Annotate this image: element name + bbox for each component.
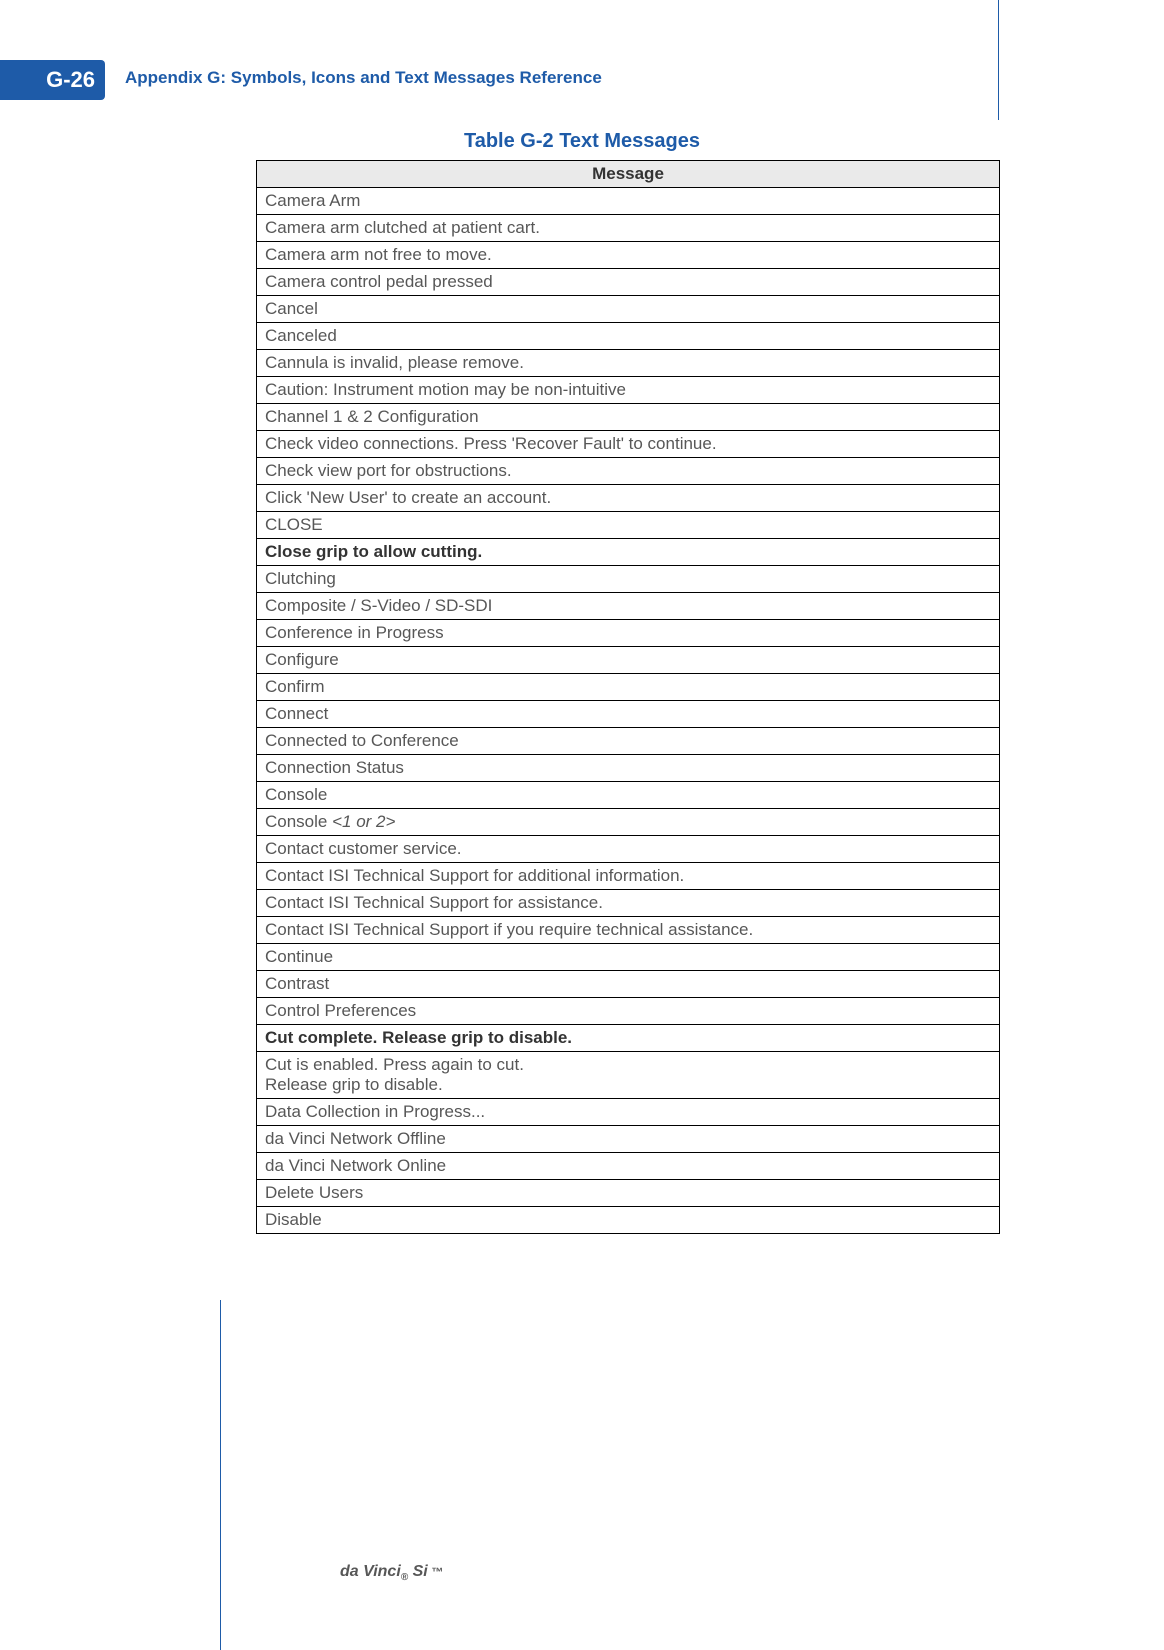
message-line: Cut is enabled. Press again to cut.	[265, 1055, 991, 1075]
message-cell: Cannula is invalid, please remove.	[257, 350, 1000, 377]
message-cell: Canceled	[257, 323, 1000, 350]
message-cell: Delete Users	[257, 1180, 1000, 1207]
message-cell: Console	[257, 782, 1000, 809]
table-row: Cancel	[257, 296, 1000, 323]
table-row: Connect	[257, 701, 1000, 728]
trademark-mark: ™	[428, 1565, 443, 1579]
table-row: Connection Status	[257, 755, 1000, 782]
table-row: Console <1 or 2>	[257, 809, 1000, 836]
table-row: da Vinci Network Online	[257, 1153, 1000, 1180]
table-row: Conference in Progress	[257, 620, 1000, 647]
footer-brand-model: Si	[408, 1563, 428, 1580]
message-cell: Configure	[257, 647, 1000, 674]
table-row: Camera Arm	[257, 188, 1000, 215]
table-row: da Vinci Network Offline	[257, 1126, 1000, 1153]
page-number-badge: G-26	[0, 60, 105, 100]
table-row: Contact ISI Technical Support for assist…	[257, 890, 1000, 917]
message-cell: Camera arm not free to move.	[257, 242, 1000, 269]
message-cell: Cut complete. Release grip to disable.	[257, 1025, 1000, 1052]
message-cell: da Vinci Network Offline	[257, 1126, 1000, 1153]
message-cell: Contrast	[257, 971, 1000, 998]
table-row: CLOSE	[257, 512, 1000, 539]
message-cell: Caution: Instrument motion may be non-in…	[257, 377, 1000, 404]
message-cell: Camera arm clutched at patient cart.	[257, 215, 1000, 242]
table-row: Camera control pedal pressed	[257, 269, 1000, 296]
table-row: Continue	[257, 944, 1000, 971]
table-row: Clutching	[257, 566, 1000, 593]
table-row: Click 'New User' to create an account.	[257, 485, 1000, 512]
message-cell: Confirm	[257, 674, 1000, 701]
text-messages-table: Message Camera ArmCamera arm clutched at…	[256, 160, 1000, 1234]
message-cell: Check view port for obstructions.	[257, 458, 1000, 485]
message-cell: Conference in Progress	[257, 620, 1000, 647]
table-title: Table G-2 Text Messages	[0, 130, 1164, 153]
table-row: Camera arm not free to move.	[257, 242, 1000, 269]
table-row: Console	[257, 782, 1000, 809]
table-row: Check video connections. Press 'Recover …	[257, 431, 1000, 458]
table-row: Contrast	[257, 971, 1000, 998]
table-row: Cannula is invalid, please remove.	[257, 350, 1000, 377]
message-cell: Data Collection in Progress...	[257, 1099, 1000, 1126]
table-row: Composite / S-Video / SD-SDI	[257, 593, 1000, 620]
table-row: Contact ISI Technical Support for additi…	[257, 863, 1000, 890]
message-cell: Cut is enabled. Press again to cut.Relea…	[257, 1052, 1000, 1099]
message-cell: Console <1 or 2>	[257, 809, 1000, 836]
message-cell: Click 'New User' to create an account.	[257, 485, 1000, 512]
table-row: Cut is enabled. Press again to cut.Relea…	[257, 1052, 1000, 1099]
message-cell: Connect	[257, 701, 1000, 728]
table-row: Contact customer service.	[257, 836, 1000, 863]
message-cell: Composite / S-Video / SD-SDI	[257, 593, 1000, 620]
table-row: Connected to Conference	[257, 728, 1000, 755]
table-row: Data Collection in Progress...	[257, 1099, 1000, 1126]
message-cell: Connected to Conference	[257, 728, 1000, 755]
table-row: Canceled	[257, 323, 1000, 350]
table-row: Close grip to allow cutting.	[257, 539, 1000, 566]
message-cell: Camera Arm	[257, 188, 1000, 215]
message-cell: Cancel	[257, 296, 1000, 323]
column-header-message: Message	[257, 161, 1000, 188]
message-cell: Camera control pedal pressed	[257, 269, 1000, 296]
message-cell: Contact ISI Technical Support for assist…	[257, 890, 1000, 917]
message-cell: Contact ISI Technical Support for additi…	[257, 863, 1000, 890]
table-row: Contact ISI Technical Support if you req…	[257, 917, 1000, 944]
message-cell: da Vinci Network Online	[257, 1153, 1000, 1180]
table-row: Disable	[257, 1207, 1000, 1234]
message-cell: Check video connections. Press 'Recover …	[257, 431, 1000, 458]
table-row: Check view port for obstructions.	[257, 458, 1000, 485]
message-text: Console	[265, 812, 332, 831]
table-row: Configure	[257, 647, 1000, 674]
table-row: Control Preferences	[257, 998, 1000, 1025]
message-cell: Clutching	[257, 566, 1000, 593]
footer-brand: da Vinci® Si ™	[340, 1563, 443, 1583]
appendix-title: Appendix G: Symbols, Icons and Text Mess…	[125, 68, 602, 88]
footer-brand-main: da Vinci	[340, 1563, 401, 1580]
table-row: Cut complete. Release grip to disable.	[257, 1025, 1000, 1052]
table-row: Delete Users	[257, 1180, 1000, 1207]
message-cell: Close grip to allow cutting.	[257, 539, 1000, 566]
message-cell: Channel 1 & 2 Configuration	[257, 404, 1000, 431]
message-cell: Contact customer service.	[257, 836, 1000, 863]
message-cell: Contact ISI Technical Support if you req…	[257, 917, 1000, 944]
table-row: Confirm	[257, 674, 1000, 701]
message-cell: Continue	[257, 944, 1000, 971]
table-row: Caution: Instrument motion may be non-in…	[257, 377, 1000, 404]
message-cell: Control Preferences	[257, 998, 1000, 1025]
message-cell: Connection Status	[257, 755, 1000, 782]
message-cell: Disable	[257, 1207, 1000, 1234]
vertical-rule-top	[998, 0, 999, 120]
message-line: Release grip to disable.	[265, 1075, 991, 1095]
message-cell: CLOSE	[257, 512, 1000, 539]
vertical-rule-bottom	[220, 1300, 221, 1650]
table-row: Camera arm clutched at patient cart.	[257, 215, 1000, 242]
table-row: Channel 1 & 2 Configuration	[257, 404, 1000, 431]
message-variable: <1 or 2>	[332, 812, 395, 831]
